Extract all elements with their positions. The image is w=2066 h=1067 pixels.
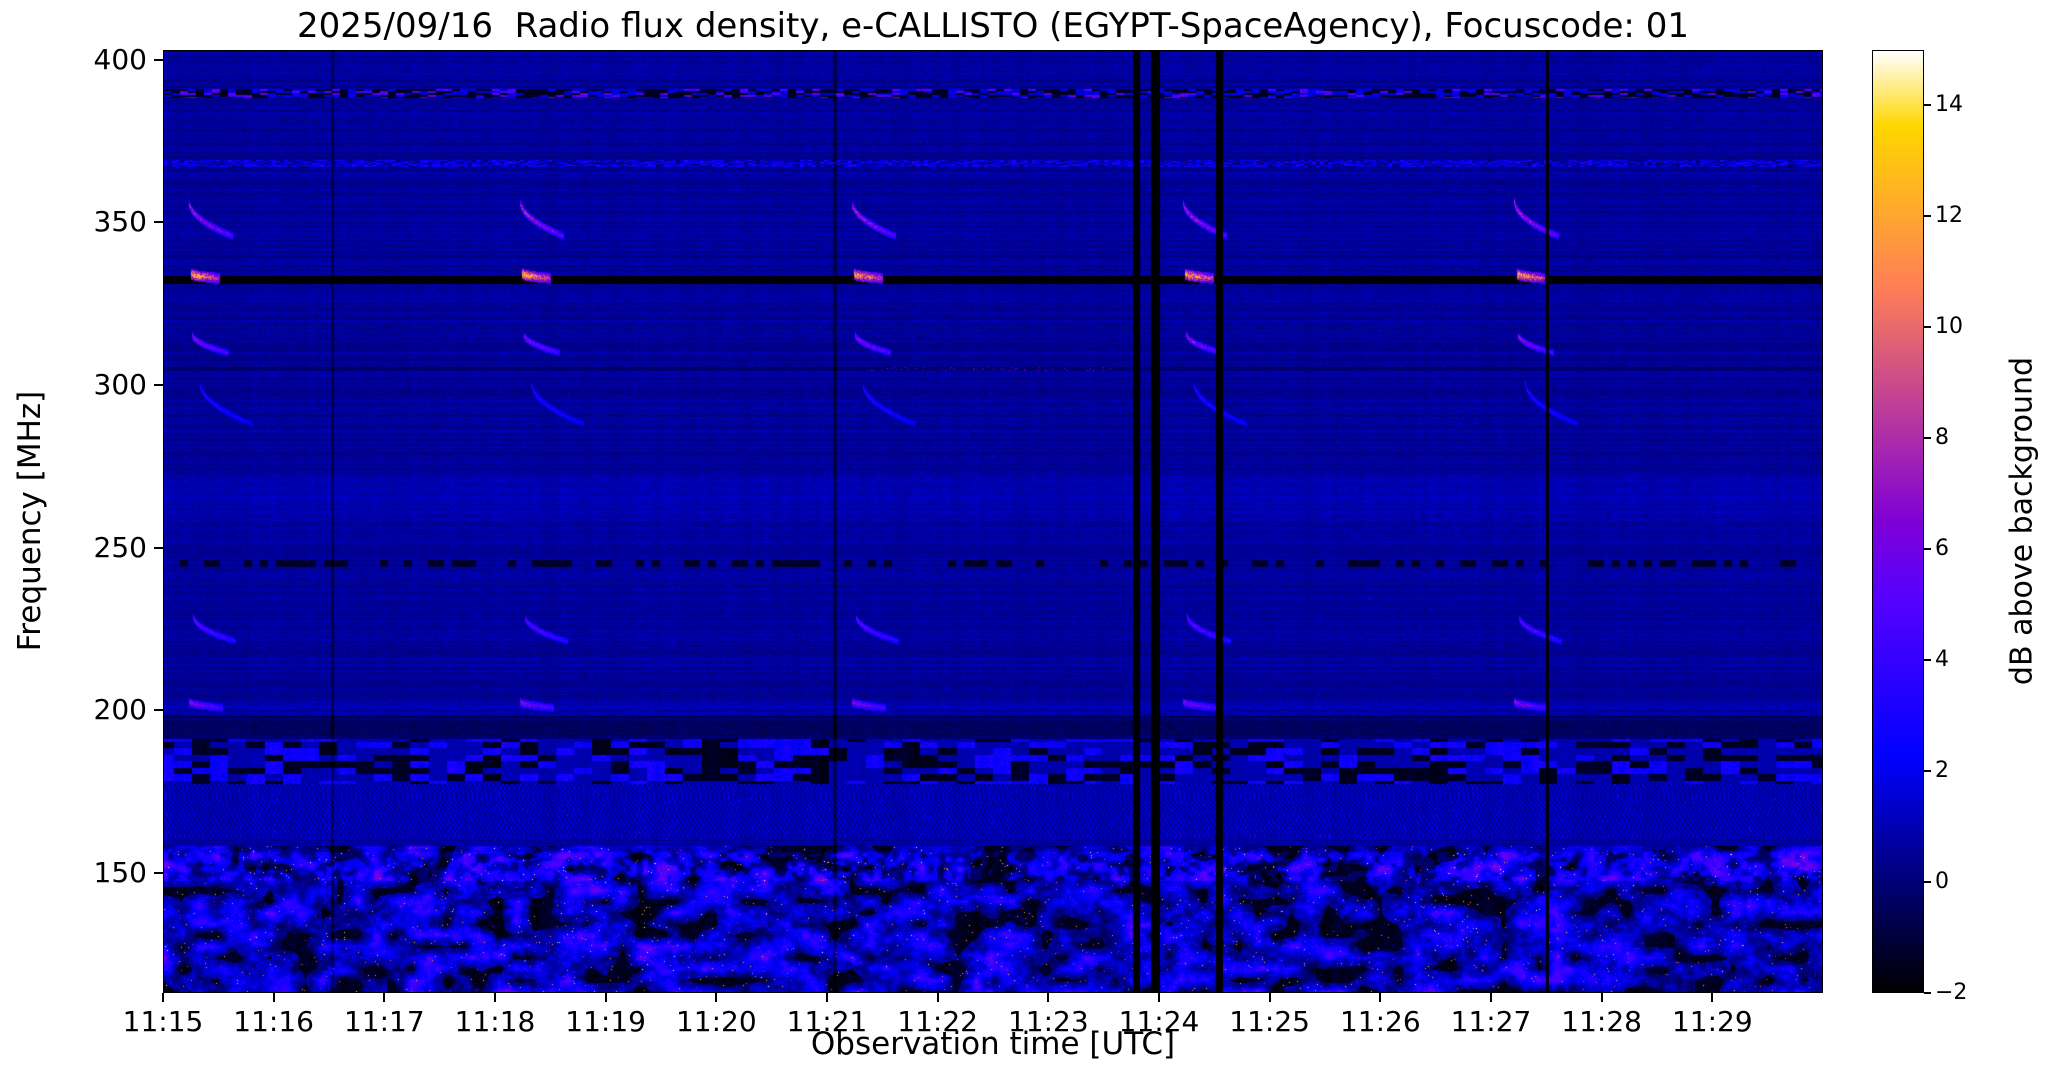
x-tick-label: 11:21 <box>786 1005 868 1038</box>
x-tick-label: 11:17 <box>343 1005 425 1038</box>
x-tick-label: 11:16 <box>233 1005 314 1038</box>
x-tick-mark <box>1490 993 1492 1002</box>
x-tick-label: 11:22 <box>897 1005 978 1038</box>
colorbar-gradient-canvas <box>1873 51 1923 992</box>
x-tick-label: 11:23 <box>1007 1005 1089 1038</box>
y-tick-mark <box>154 709 163 712</box>
x-tick-mark <box>715 993 718 1002</box>
x-tick-label: 11:18 <box>454 1005 536 1038</box>
x-tick-mark <box>604 993 607 1002</box>
colorbar-tick-label: 10 <box>1935 314 1963 340</box>
colorbar <box>1872 50 1924 993</box>
x-tick-mark <box>1711 993 1714 1002</box>
x-tick-label: 11:15 <box>122 1005 204 1038</box>
spectrogram-plot-area <box>163 50 1823 993</box>
spectrogram-canvas <box>164 51 1822 992</box>
x-tick-label: 11:24 <box>1118 1005 1200 1038</box>
colorbar-tick-label: 4 <box>1935 647 1949 673</box>
x-tick-mark <box>936 993 939 1002</box>
x-tick-label: 11:20 <box>675 1005 757 1038</box>
x-tick-mark <box>1268 993 1271 1002</box>
x-tick-mark <box>272 993 275 1002</box>
colorbar-tick-mark <box>1924 881 1931 884</box>
colorbar-tick-label: 8 <box>1935 425 1949 451</box>
y-tick-label: 350 <box>93 205 147 239</box>
y-tick-mark <box>154 383 163 386</box>
x-tick-label: 11:28 <box>1561 1005 1642 1038</box>
x-tick-label: 11:26 <box>1339 1005 1421 1038</box>
colorbar-tick-mark <box>1924 548 1931 551</box>
y-tick-label: 200 <box>93 693 147 727</box>
y-tick-label: 300 <box>93 367 147 401</box>
colorbar-tick-mark <box>1924 770 1931 773</box>
x-tick-mark <box>1047 993 1050 1002</box>
colorbar-tick-mark <box>1924 659 1931 662</box>
colorbar-tick-label: 2 <box>1935 758 1949 784</box>
x-tick-mark <box>1158 993 1160 1002</box>
x-tick-mark <box>1379 993 1382 1002</box>
x-tick-mark <box>826 993 828 1002</box>
colorbar-tick-mark <box>1924 326 1931 329</box>
y-axis-label: Frequency [MHz] <box>12 390 48 652</box>
colorbar-label: dB above background <box>2004 356 2040 686</box>
x-tick-mark <box>1600 993 1603 1002</box>
y-tick-mark <box>154 58 163 61</box>
colorbar-tick-label: 6 <box>1935 536 1949 562</box>
x-tick-mark <box>162 993 164 1002</box>
y-tick-mark <box>154 221 163 224</box>
x-tick-label: 11:27 <box>1450 1005 1532 1038</box>
x-tick-mark <box>383 993 386 1002</box>
y-tick-label: 150 <box>93 855 147 889</box>
colorbar-tick-label: 0 <box>1935 869 1949 895</box>
colorbar-tick-label: −2 <box>1935 980 1968 1005</box>
colorbar-tick-label: 12 <box>1935 203 1963 229</box>
colorbar-tick-label: 14 <box>1935 92 1963 118</box>
colorbar-tick-mark <box>1924 104 1931 107</box>
x-tick-label: 11:29 <box>1671 1005 1753 1038</box>
chart-title: 2025/09/16 Radio flux density, e-CALLIST… <box>297 6 1689 46</box>
x-tick-label: 11:25 <box>1229 1005 1310 1038</box>
colorbar-tick-mark <box>1924 215 1931 218</box>
y-tick-mark <box>154 871 163 874</box>
colorbar-tick-mark <box>1924 437 1931 440</box>
x-tick-mark <box>494 993 496 1002</box>
y-tick-mark <box>154 546 163 549</box>
x-tick-label: 11:19 <box>565 1005 646 1038</box>
colorbar-tick-mark <box>1924 992 1931 994</box>
x-axis-label: Observation time [UTC] <box>810 1026 1176 1062</box>
y-tick-label: 400 <box>93 42 147 76</box>
y-tick-label: 250 <box>93 530 147 564</box>
